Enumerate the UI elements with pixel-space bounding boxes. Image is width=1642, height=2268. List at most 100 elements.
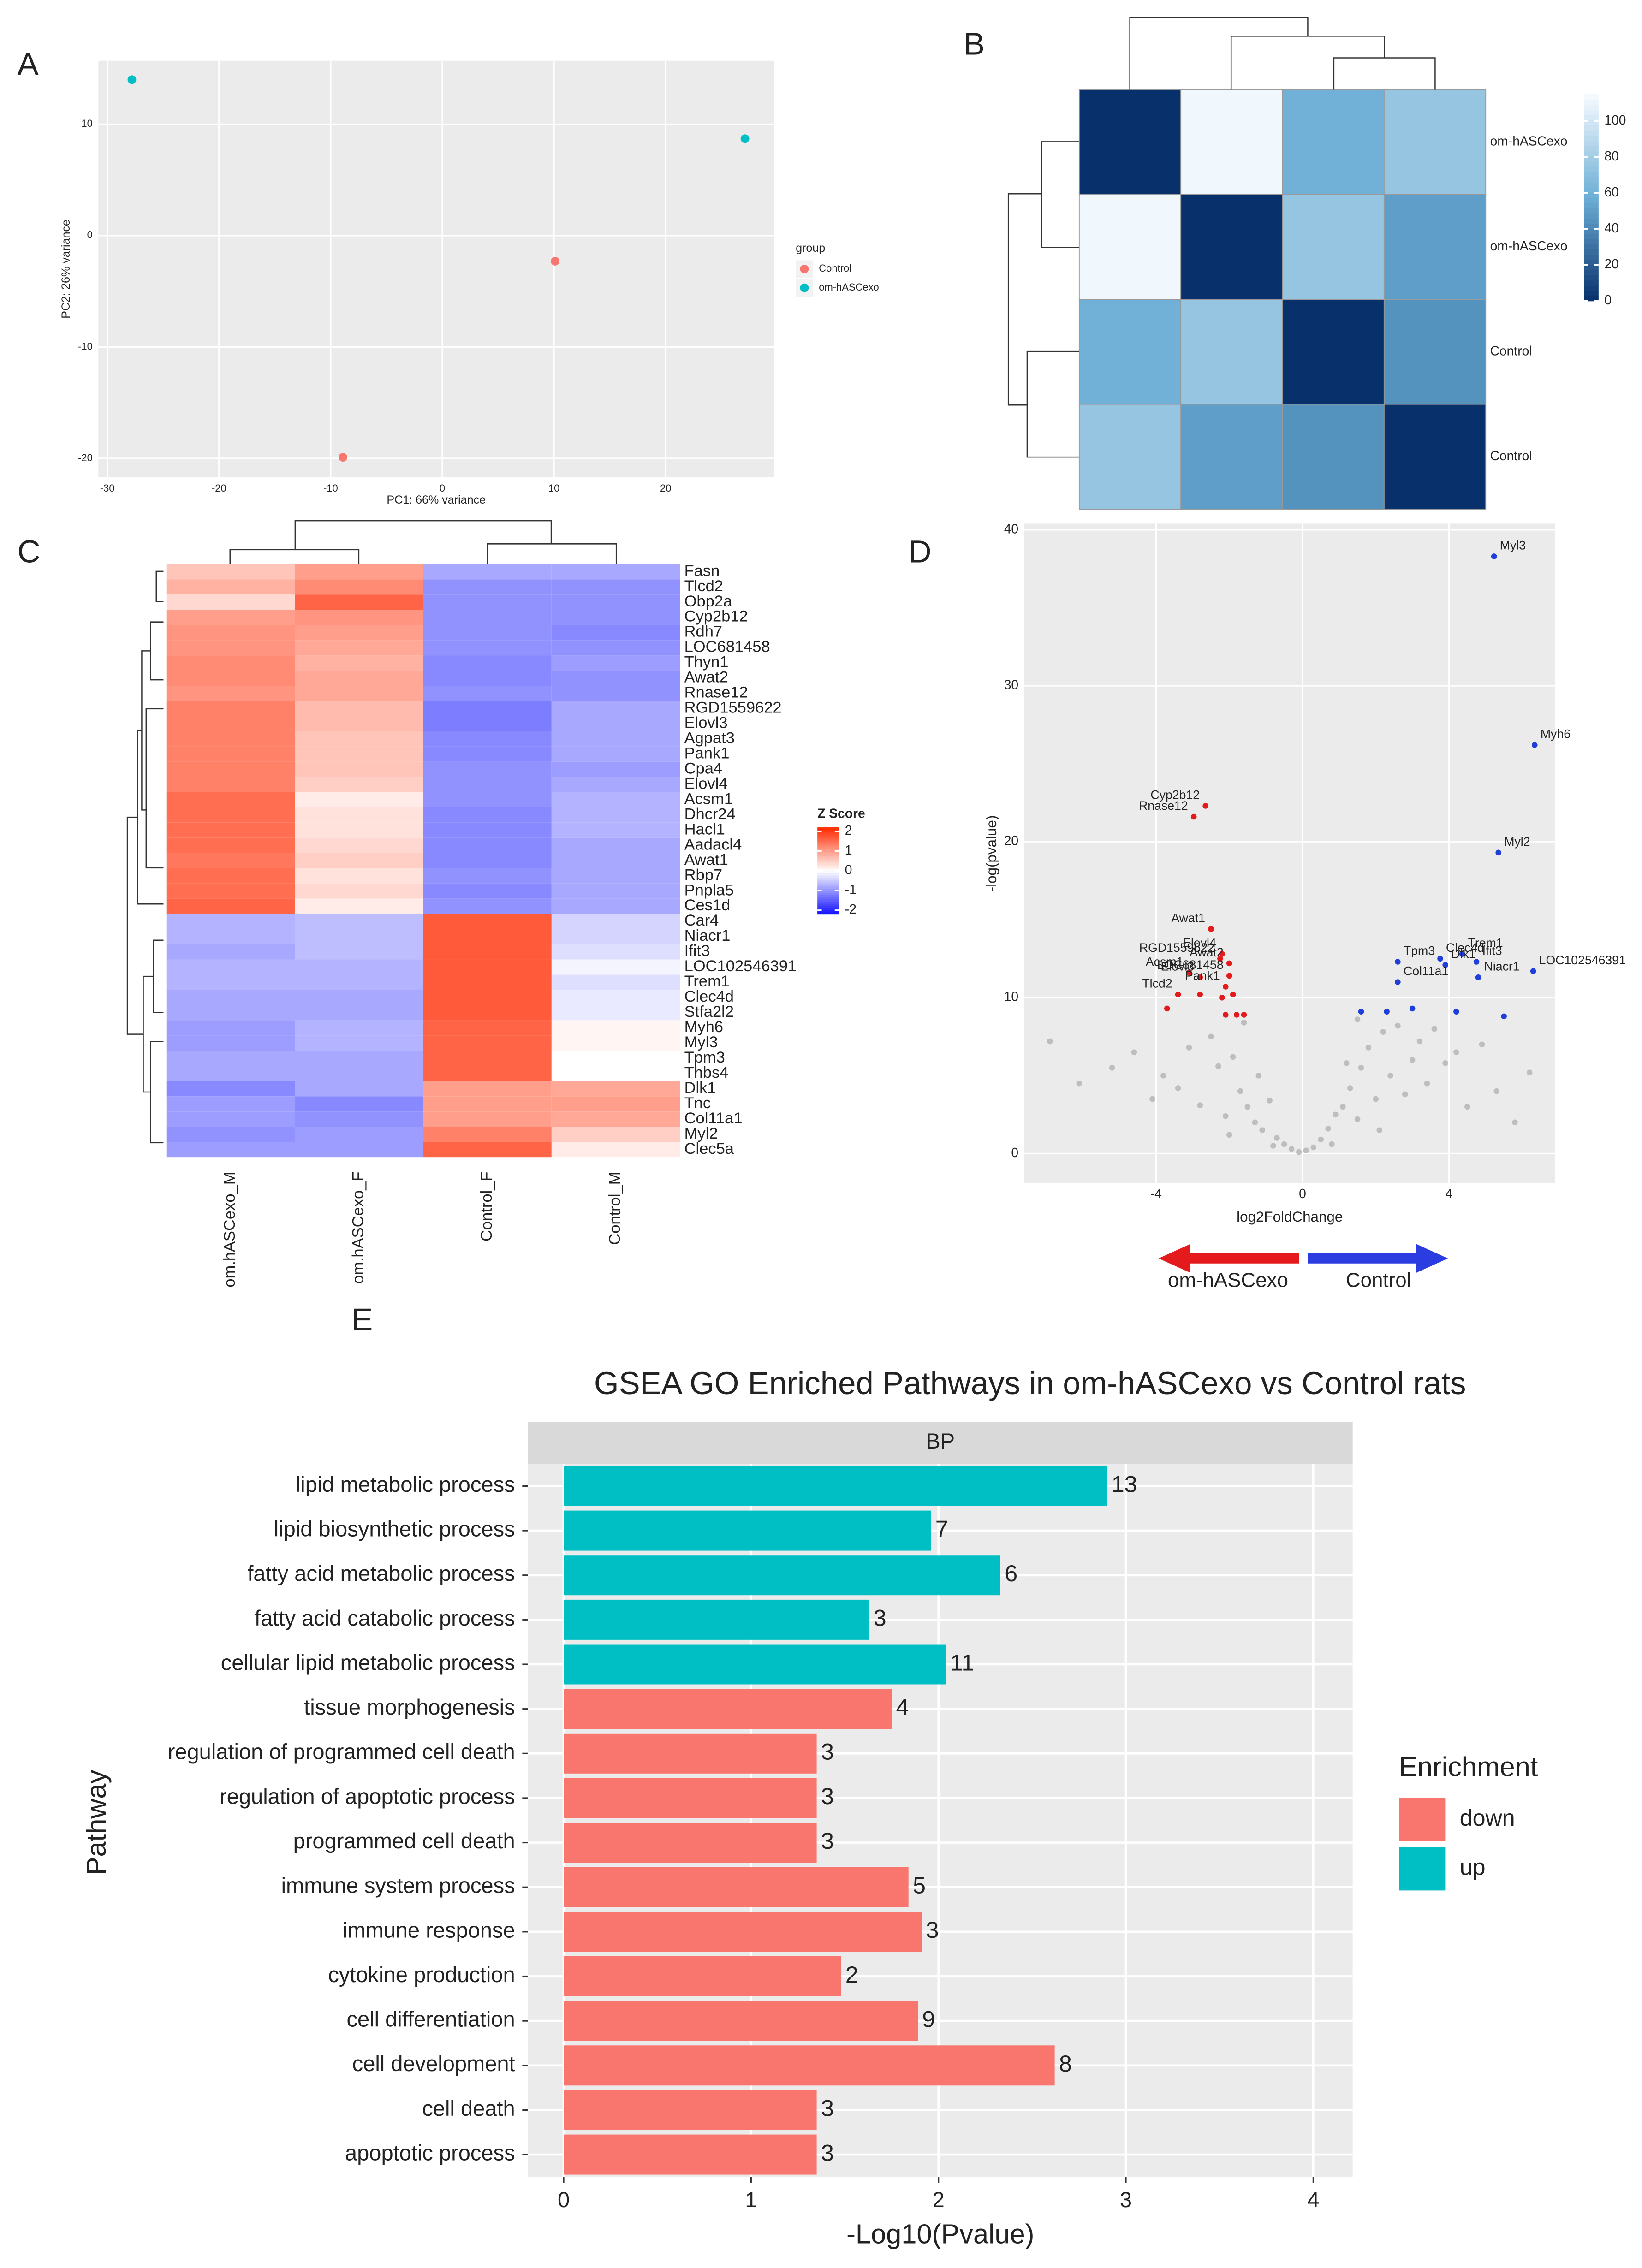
heatmap-cell [295, 564, 423, 580]
heatmap-cell [295, 807, 423, 823]
heatmap-cell [295, 594, 423, 610]
heatmap-cell [295, 974, 423, 990]
row-label: Ces1d [684, 897, 731, 914]
y-tick-label: cell development [352, 2051, 515, 2076]
point [1453, 1049, 1459, 1055]
dendrogram [126, 816, 143, 1035]
heatmap-cell [551, 1142, 680, 1158]
heatmap-cell [166, 1005, 295, 1021]
heatmap-cell [551, 1051, 680, 1066]
colorbar-label: 0 [1604, 292, 1612, 307]
point-label: Trem1 [1468, 936, 1503, 950]
point-label: Elovl4 [1183, 936, 1216, 950]
heatmap-cell [423, 1005, 552, 1021]
point [551, 257, 559, 266]
point [1329, 1141, 1335, 1147]
colorbar-step [817, 864, 839, 867]
heatmap-cell [166, 1096, 295, 1112]
heatmap-cell [166, 929, 295, 944]
row-label: Pank1 [684, 745, 730, 762]
heatmap-cell [423, 1051, 552, 1066]
heatmap-cell [551, 837, 680, 853]
heatmap-cell [551, 1020, 680, 1036]
point [1479, 1041, 1485, 1047]
heatmap-cell [1078, 89, 1182, 195]
point [1395, 1022, 1401, 1029]
heatmap-cell [166, 1051, 295, 1066]
point [1416, 1038, 1423, 1045]
colorbar-step [1584, 202, 1599, 208]
colorbar-step [817, 851, 839, 854]
heatmap-cell [551, 564, 680, 580]
colorbar-step [1584, 146, 1599, 152]
heatmap-cell [423, 640, 552, 656]
y-tick-label: apoptotic process [345, 2141, 515, 2165]
point-label: Cyp2b12 [1150, 788, 1200, 802]
dendrogram [1129, 17, 1309, 90]
point [1237, 1088, 1243, 1094]
row-label: Myl3 [684, 1033, 718, 1051]
point [1395, 959, 1401, 965]
point [1475, 974, 1481, 980]
dendrogram [229, 549, 360, 564]
colorbar-step [817, 908, 839, 910]
point [1219, 951, 1225, 957]
heatmap-cell [1282, 194, 1385, 300]
point-label: Clec4d [1446, 941, 1484, 955]
arrow-head [1416, 1244, 1448, 1273]
heatmap-cell [166, 610, 295, 625]
bar-count-label: 2 [845, 1962, 858, 1988]
heatmap-cell [295, 1081, 423, 1097]
heatmap-cell [295, 792, 423, 807]
point-label: LOC681458 [1157, 958, 1224, 972]
heatmap-cell [423, 1096, 552, 1112]
point-label: Acsm1 [1146, 955, 1183, 968]
colorbar-step [817, 897, 839, 900]
heatmap-cell [1383, 194, 1487, 300]
heatmap-cell [551, 1096, 680, 1112]
row-label: Rdh7 [684, 623, 722, 641]
column-label: om.hASCexo_F [349, 1172, 367, 1284]
heatmap-cell [551, 792, 680, 807]
heatmap-cell [1383, 299, 1487, 405]
heatmap-cell [423, 959, 552, 975]
x-tick-label: 10 [548, 482, 559, 494]
colorbar-step [1584, 99, 1599, 105]
colorbar-step [1584, 254, 1599, 260]
row-label: Niacr1 [684, 927, 731, 944]
heatmap-cell [423, 1066, 552, 1081]
y-tick-label: immune response [343, 1918, 515, 1942]
y-tick-label: tissue morphogenesis [304, 1695, 515, 1719]
point [1424, 1080, 1430, 1087]
point [1217, 956, 1223, 962]
plot-background [1024, 523, 1555, 1183]
point [1241, 1020, 1247, 1026]
bar [564, 1510, 931, 1551]
heatmap-cell [423, 610, 552, 625]
colorbar-step [1584, 296, 1599, 302]
colorbar-step [1584, 161, 1599, 167]
heatmap-cell [166, 944, 295, 960]
heatmap-cell [423, 974, 552, 990]
colorbar-step [1584, 166, 1599, 172]
point [1226, 1132, 1232, 1138]
column-label: Control_F [478, 1172, 495, 1241]
heatmap-cell [551, 1127, 680, 1142]
heatmap-cell [166, 1127, 295, 1142]
row-label: Aadacl4 [684, 836, 742, 853]
point [1149, 1096, 1155, 1102]
x-axis-label: -Log10(Pvalue) [846, 2219, 1034, 2250]
heatmap-cell [423, 579, 552, 595]
heatmap-cell [295, 746, 423, 762]
heatmap-cell [295, 883, 423, 899]
point-label: Awat1 [1171, 911, 1205, 925]
heatmap-cell [295, 1111, 423, 1127]
point [1047, 1038, 1053, 1045]
row-label: om-hASCexo [1490, 238, 1568, 253]
point [1431, 1026, 1438, 1032]
point [1197, 992, 1203, 997]
colorbar-step [817, 844, 839, 848]
colorbar-label: 2 [845, 823, 852, 837]
bar [564, 1823, 817, 1863]
colorbar-step [817, 831, 839, 835]
